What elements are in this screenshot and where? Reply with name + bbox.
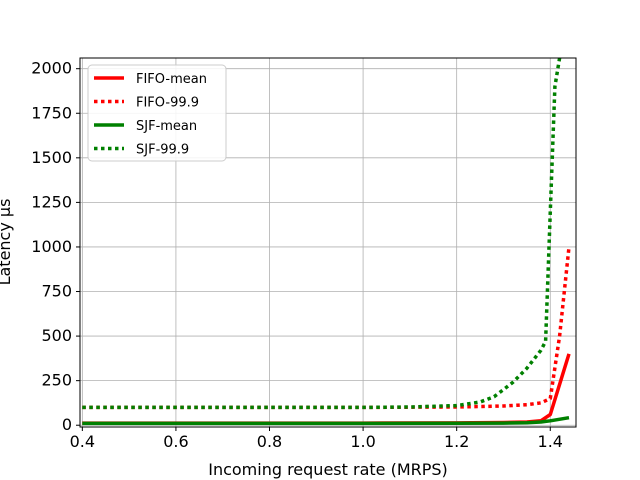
series-line-sjf-99-9 xyxy=(82,58,562,410)
x-tick-label: 1.4 xyxy=(538,432,563,451)
x-tick-label: 1.2 xyxy=(444,432,469,451)
legend-box xyxy=(87,64,227,162)
series-line-sjf-mean xyxy=(82,415,570,426)
y-tick-label: 1250 xyxy=(31,192,72,211)
y-tick-label: 500 xyxy=(41,326,72,345)
y-tick-label: 1750 xyxy=(31,103,72,122)
legend-label: SJF-99.9 xyxy=(136,143,189,158)
legend: FIFO-mean FIFO-99.9 SJF-mean SJF-99.9 xyxy=(87,64,227,162)
x-tick-label: 1.0 xyxy=(350,432,375,451)
x-tick-label: 0.6 xyxy=(163,432,188,451)
plot-frame xyxy=(79,57,577,428)
legend-label: SJF-mean xyxy=(136,119,197,134)
x-tick-label: 0.4 xyxy=(70,432,95,451)
y-tick-label: 750 xyxy=(41,282,72,301)
y-tick-label: 250 xyxy=(41,371,72,390)
legend-label: FIFO-99.9 xyxy=(136,96,199,111)
y-tick-label: 1000 xyxy=(31,237,72,256)
y-tick-label: 1500 xyxy=(31,148,72,167)
x-tick-label: 0.8 xyxy=(257,432,282,451)
y-axis-label: Latency μs xyxy=(0,199,14,286)
legend-label: FIFO-mean xyxy=(136,72,207,87)
y-tick-label: 2000 xyxy=(31,59,72,78)
y-tick-label: 0 xyxy=(62,415,72,434)
axis-ticks: 0.4 0.6 0.8 1.0 1.2 1.4 0 250 500 750 1000 1250 1500… xyxy=(31,59,563,451)
grid-lines xyxy=(80,58,576,427)
x-axis-label: Incoming request rate (MRPS) xyxy=(208,460,448,479)
series-lines xyxy=(82,58,571,426)
